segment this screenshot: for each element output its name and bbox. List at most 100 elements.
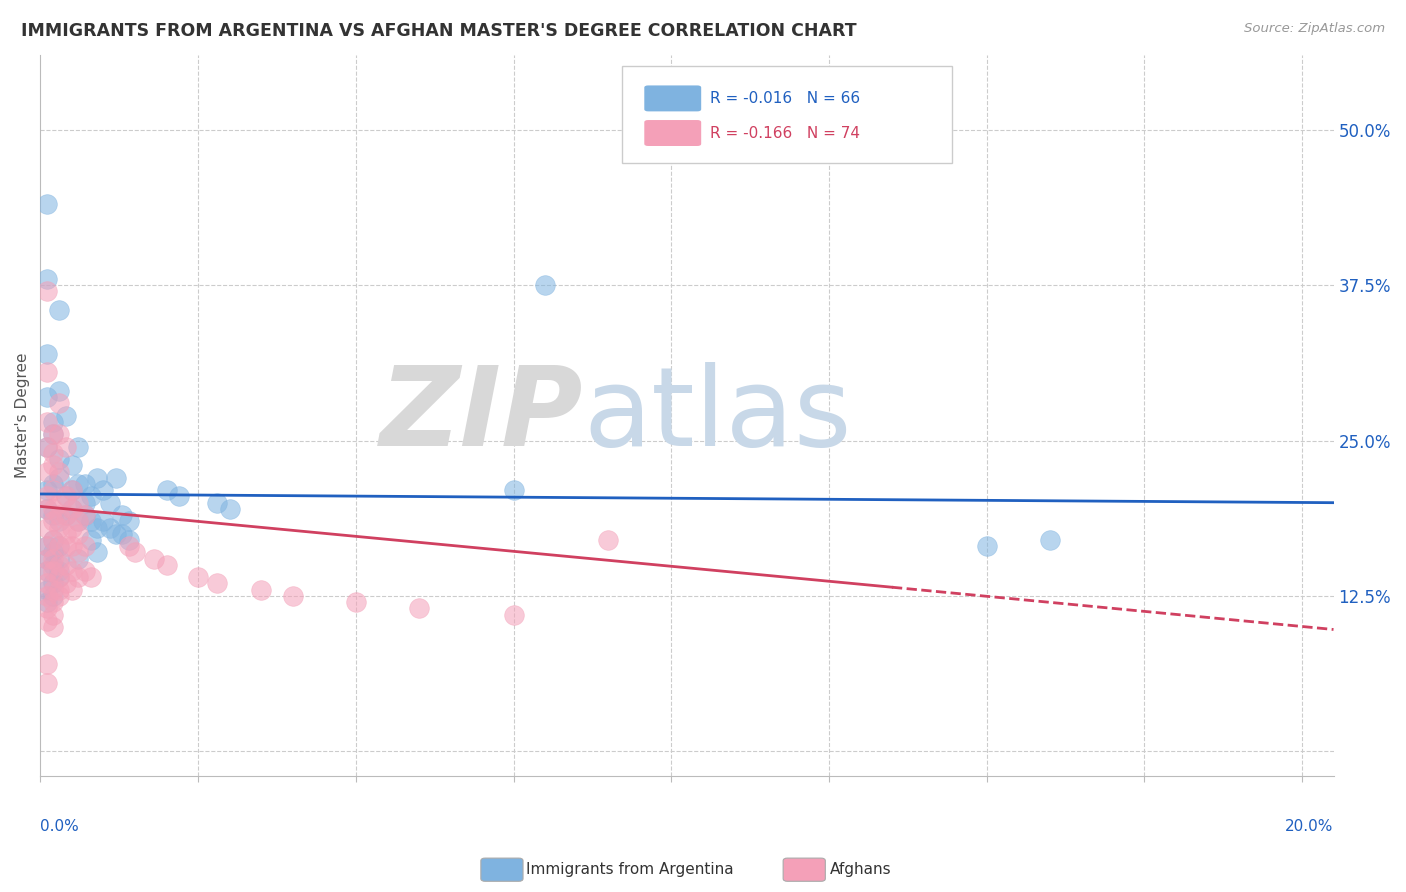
FancyBboxPatch shape bbox=[644, 120, 702, 146]
Point bbox=[60, 582, 83, 597]
Point bbox=[60, 483, 83, 498]
Point bbox=[86, 471, 108, 485]
Point bbox=[35, 614, 58, 628]
Point bbox=[42, 589, 65, 603]
Point bbox=[35, 564, 58, 578]
Point bbox=[86, 545, 108, 559]
Point bbox=[67, 514, 90, 528]
Point bbox=[55, 508, 77, 522]
Point bbox=[42, 483, 65, 498]
Point bbox=[155, 558, 177, 572]
Point bbox=[60, 539, 83, 553]
Point bbox=[55, 576, 77, 591]
Point bbox=[598, 533, 620, 547]
Point bbox=[48, 570, 70, 584]
Point bbox=[35, 285, 58, 299]
Point bbox=[60, 564, 83, 578]
Point bbox=[124, 545, 146, 559]
Point bbox=[205, 496, 228, 510]
Point bbox=[48, 396, 70, 410]
Point bbox=[42, 564, 65, 578]
Point bbox=[42, 533, 65, 547]
Point bbox=[250, 582, 273, 597]
Text: R = -0.016   N = 66: R = -0.016 N = 66 bbox=[710, 91, 860, 106]
Point bbox=[42, 620, 65, 634]
Point bbox=[42, 514, 65, 528]
Point bbox=[48, 589, 70, 603]
Point bbox=[408, 601, 430, 615]
Point bbox=[35, 272, 58, 286]
Point bbox=[67, 496, 90, 510]
Point bbox=[48, 564, 70, 578]
Point bbox=[35, 440, 58, 454]
Point bbox=[48, 471, 70, 485]
Point bbox=[35, 539, 58, 553]
Text: IMMIGRANTS FROM ARGENTINA VS AFGHAN MASTER'S DEGREE CORRELATION CHART: IMMIGRANTS FROM ARGENTINA VS AFGHAN MAST… bbox=[21, 22, 856, 40]
Point bbox=[73, 508, 96, 522]
Point bbox=[80, 514, 103, 528]
Point bbox=[73, 508, 96, 522]
Point bbox=[80, 570, 103, 584]
Point bbox=[35, 440, 58, 454]
Point bbox=[111, 526, 134, 541]
Point bbox=[98, 520, 121, 534]
Point bbox=[42, 545, 65, 559]
Point bbox=[502, 483, 524, 498]
Point bbox=[35, 415, 58, 429]
Point bbox=[42, 427, 65, 442]
Point bbox=[35, 502, 58, 516]
Point bbox=[35, 576, 58, 591]
Point bbox=[42, 551, 65, 566]
Point bbox=[534, 278, 557, 293]
Text: Afghans: Afghans bbox=[830, 863, 891, 877]
Point bbox=[55, 558, 77, 572]
Point bbox=[48, 384, 70, 398]
Point bbox=[86, 520, 108, 534]
Point bbox=[118, 539, 141, 553]
Point bbox=[98, 496, 121, 510]
Point bbox=[48, 427, 70, 442]
Point bbox=[35, 551, 58, 566]
Point bbox=[67, 545, 90, 559]
Point bbox=[93, 483, 115, 498]
Text: R = -0.166   N = 74: R = -0.166 N = 74 bbox=[710, 126, 860, 141]
Point bbox=[73, 564, 96, 578]
Point bbox=[42, 558, 65, 572]
Text: ZIP: ZIP bbox=[380, 362, 583, 469]
Point bbox=[1039, 533, 1062, 547]
FancyBboxPatch shape bbox=[644, 86, 702, 112]
Point bbox=[60, 502, 83, 516]
Point bbox=[35, 589, 58, 603]
Point bbox=[155, 483, 177, 498]
Point bbox=[48, 508, 70, 522]
Point bbox=[67, 570, 90, 584]
Point bbox=[60, 458, 83, 473]
Point bbox=[48, 570, 70, 584]
Point bbox=[42, 582, 65, 597]
Point bbox=[118, 533, 141, 547]
Text: atlas: atlas bbox=[583, 362, 852, 469]
Text: Source: ZipAtlas.com: Source: ZipAtlas.com bbox=[1244, 22, 1385, 36]
Point bbox=[42, 508, 65, 522]
Point bbox=[73, 496, 96, 510]
Point bbox=[42, 446, 65, 460]
Point bbox=[80, 533, 103, 547]
Point bbox=[42, 427, 65, 442]
Point bbox=[55, 539, 77, 553]
Point bbox=[35, 483, 58, 498]
Point bbox=[35, 564, 58, 578]
Y-axis label: Master's Degree: Master's Degree bbox=[15, 353, 30, 478]
Point bbox=[67, 440, 90, 454]
Point bbox=[73, 477, 96, 491]
Text: 0.0%: 0.0% bbox=[41, 820, 79, 834]
Point bbox=[142, 551, 165, 566]
Point bbox=[35, 539, 58, 553]
Point bbox=[42, 576, 65, 591]
Point bbox=[48, 551, 70, 566]
Point bbox=[80, 490, 103, 504]
Point bbox=[35, 520, 58, 534]
Point bbox=[67, 514, 90, 528]
Point bbox=[48, 465, 70, 479]
Point bbox=[55, 490, 77, 504]
Point bbox=[35, 365, 58, 379]
